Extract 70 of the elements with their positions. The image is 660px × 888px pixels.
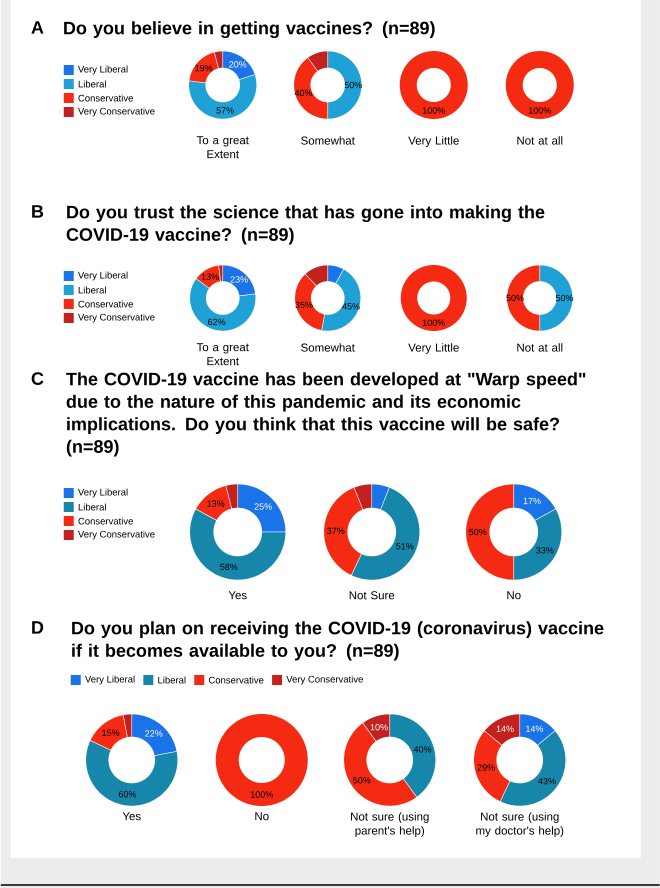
data-label: 43% [538, 778, 556, 784]
data-label: 45% [342, 303, 360, 310]
data-label: 58% [220, 564, 238, 570]
data-label: 100% [250, 791, 273, 798]
data-label: 10% [370, 724, 388, 730]
text: Yes [122, 812, 140, 820]
data-label: 29% [477, 764, 495, 771]
data-label: 100% [422, 107, 445, 114]
text: No [507, 591, 520, 600]
text: Somewhat [300, 136, 355, 145]
text: Very Little [408, 343, 459, 354]
data-label: 37% [326, 528, 344, 534]
legend-label: Conservative [78, 518, 133, 524]
legend-label: Very Liberal [78, 488, 128, 498]
text: Very Little [408, 136, 459, 147]
data-label: 40% [414, 746, 432, 753]
legend-label: Very Conservative [78, 530, 154, 540]
data-label: 100% [528, 107, 551, 114]
data-label: 19% [195, 64, 212, 72]
data-label: 20% [228, 61, 246, 68]
data-label: 50% [468, 528, 486, 536]
data-label: 50% [352, 777, 370, 784]
data-label: 23% [230, 276, 248, 283]
text: Not sure (using my doctor's help) [476, 812, 564, 837]
text: D [32, 621, 43, 634]
data-label: 60% [118, 791, 136, 798]
text: Yes [228, 591, 246, 600]
text: A [31, 21, 44, 34]
data-label: 17% [524, 498, 541, 504]
data-label: 14% [496, 726, 514, 732]
data-label: 13% [207, 500, 224, 507]
data-label: 35% [295, 302, 312, 308]
text: To a great Extent [196, 136, 249, 158]
legend-label: Liberal [78, 286, 106, 294]
legend-label: Very Liberal [78, 272, 128, 280]
data-label: 62% [208, 318, 226, 326]
legend-label: Liberal [78, 80, 106, 88]
legend-label: Liberal [78, 504, 106, 510]
data-label: 13% [202, 274, 219, 280]
data-label: 25% [254, 503, 272, 510]
legend-label: Liberal [158, 676, 186, 684]
data-label: 57% [216, 107, 234, 114]
data-label: 40% [294, 90, 312, 96]
chart-title: Do you believe in getting vaccines? (n=89) [64, 21, 434, 38]
legend-label: Very Conservative [78, 314, 154, 322]
data-label: 33% [536, 547, 554, 554]
legend-label: Conservative [208, 676, 264, 684]
legend-label: Very Conservative [286, 676, 363, 684]
data-label: 100% [422, 320, 445, 326]
data-label: 15% [102, 730, 120, 736]
text: Do you trust the science that has gone into making the COVID-19 vaccine? (n=89) [66, 205, 544, 244]
legend-label: Very Conservative [78, 108, 154, 116]
data-label: 14% [526, 726, 543, 732]
legend-label: Very Liberal [84, 676, 134, 684]
text: B [32, 205, 43, 218]
text: The COVID-19 vaccine has been developed at "Warp speed" due to the nature of this pandemic and its economic implications. Do you think that this vaccine will be safe? (n=89) [66, 372, 586, 456]
data-label: 22% [144, 730, 162, 737]
text: Not at all [517, 136, 562, 145]
text: Somewhat [300, 343, 355, 352]
legend-label: Conservative [78, 94, 133, 102]
text: To a great Extent [196, 343, 249, 366]
text: Not Sure [349, 591, 394, 600]
data-label: 51% [396, 543, 414, 550]
legend-label: Conservative [78, 300, 133, 308]
legend-label: Very Liberal [78, 66, 128, 74]
text: Not sure (using parent's help) [350, 812, 428, 837]
text: No [255, 812, 268, 820]
text: C [31, 372, 44, 385]
chart-title: Do you plan on receiving the COVID-19 (coronavirus) vaccine if it becomes available to you? (n=89) [72, 621, 604, 660]
text: Not at all [517, 343, 562, 352]
